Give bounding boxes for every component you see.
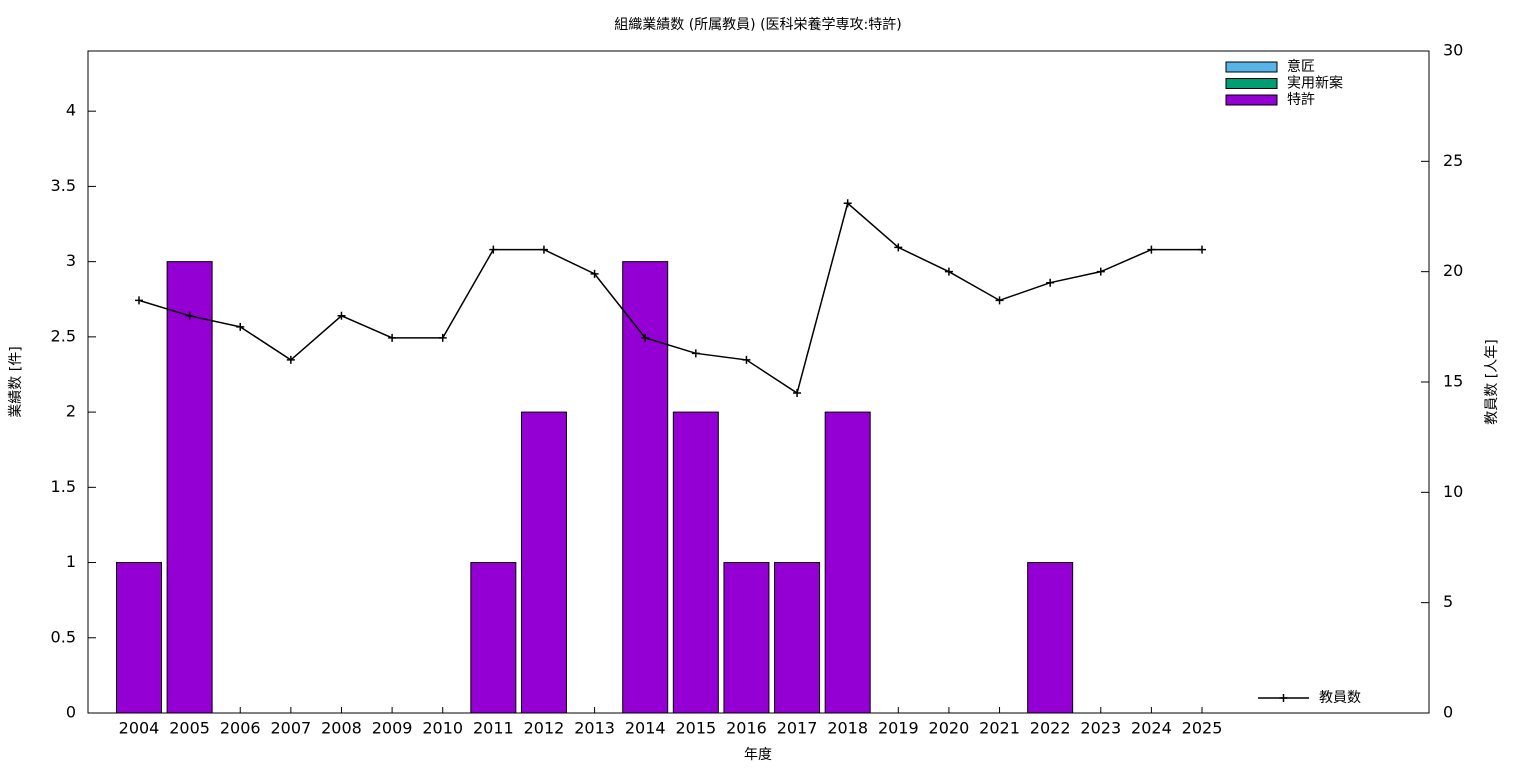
y-tick-label: 1.5: [51, 477, 76, 496]
bar: [774, 562, 821, 714]
y2-tick-label: 30: [1443, 41, 1463, 60]
x-tick-label: 2024: [1131, 719, 1172, 738]
point: [236, 322, 245, 331]
chart-title: 組織業績数 (所属教員) (医科栄養学専攻:特許): [614, 16, 901, 33]
y-tick-label: 4: [66, 101, 76, 120]
point: [793, 389, 802, 398]
x-tick-label: 2019: [878, 719, 919, 738]
point: [185, 311, 194, 320]
bar: [1027, 562, 1074, 714]
y2-tick-label: 10: [1443, 482, 1463, 501]
x-tick-label: 2006: [220, 719, 261, 738]
bar: [622, 261, 669, 714]
point: [135, 296, 143, 305]
y-tick-label: 2.5: [51, 326, 76, 345]
line: [138, 201, 1203, 395]
point: [438, 333, 447, 342]
x-tick-label: 2016: [726, 719, 767, 738]
x-tick-label: 2023: [1080, 719, 1121, 738]
y-tick-label: 1: [66, 552, 76, 571]
point: [489, 245, 498, 254]
y-tick-label: 2: [66, 402, 76, 421]
y2-tick-label: 0: [1443, 703, 1453, 722]
x-tick-label: 2011: [473, 719, 514, 738]
y-axis-label: 業績数 [件]: [8, 346, 24, 417]
x-tick-label: 2013: [574, 719, 615, 738]
x-tick-label: 2004: [119, 719, 160, 738]
bar: [824, 411, 871, 714]
x-tick-label: 2012: [524, 719, 565, 738]
y2-tick-label: 5: [1443, 592, 1453, 611]
point: [944, 267, 953, 276]
bar: [116, 562, 162, 714]
point: [590, 269, 599, 278]
x-tick-label: 2020: [929, 719, 970, 738]
bar: [520, 411, 567, 714]
y-tick-label: 0: [66, 703, 76, 722]
y2-tick-label: 25: [1443, 151, 1463, 170]
point: [388, 333, 397, 342]
point: [1198, 245, 1207, 254]
legend-label: 教員数: [1319, 690, 1361, 706]
x-tick-label: 2017: [777, 719, 818, 738]
bar: [672, 411, 719, 714]
point: [1096, 267, 1105, 276]
x-tick-label: 2009: [372, 719, 413, 738]
y-tick-label: 3.5: [51, 176, 76, 195]
point: [539, 245, 548, 254]
point: [337, 311, 346, 320]
x-tick-label: 2018: [827, 719, 868, 738]
legend-swatch: [1225, 94, 1278, 106]
x-tick-label: 2005: [169, 719, 210, 738]
legend-swatch: [1225, 78, 1278, 89]
point: [641, 333, 650, 342]
bar: [723, 562, 770, 714]
x-tick-label: 2025: [1182, 719, 1223, 738]
legend-label: 特許: [1287, 92, 1315, 108]
point: [843, 199, 852, 208]
x-axis-label: 年度: [744, 747, 772, 763]
point: [894, 243, 903, 252]
legend-swatch: [1225, 61, 1278, 73]
x-tick-label: 2007: [271, 719, 312, 738]
y-tick-label: 3: [66, 251, 76, 270]
y-tick-label: 0.5: [51, 627, 76, 646]
y2-tick-label: 20: [1443, 261, 1463, 280]
point: [1046, 278, 1055, 287]
legend-point: [1279, 694, 1288, 702]
x-tick-label: 2015: [675, 719, 716, 738]
bar: [470, 562, 517, 714]
x-tick-label: 2022: [1030, 719, 1071, 738]
y2-tick-label: 15: [1443, 372, 1463, 391]
bar: [166, 261, 213, 714]
y2-axis-label: 教員数 [人年]: [1484, 339, 1500, 424]
legend-label: 意匠: [1287, 58, 1315, 75]
x-tick-label: 2014: [625, 719, 666, 738]
x-tick-label: 2008: [321, 719, 362, 738]
point: [1147, 245, 1156, 254]
point: [995, 296, 1004, 305]
point: [742, 355, 751, 364]
x-tick-label: 2021: [979, 719, 1020, 738]
legend-label: 実用新案: [1287, 75, 1343, 92]
x-tick-label: 2010: [422, 719, 463, 738]
point: [286, 355, 295, 364]
point: [691, 349, 700, 358]
